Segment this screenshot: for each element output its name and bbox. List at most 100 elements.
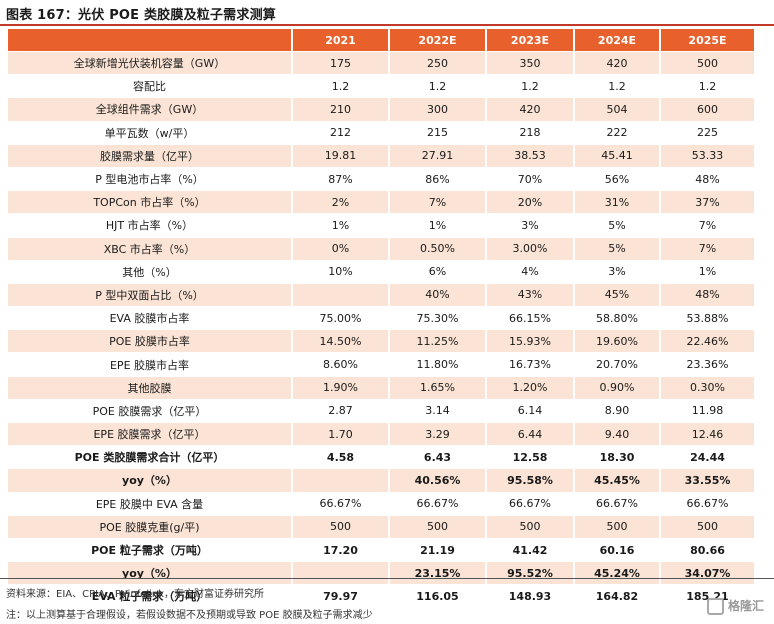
table-cell bbox=[293, 282, 390, 307]
table-cell: 164.82 bbox=[575, 584, 661, 608]
table-cell: 40% bbox=[390, 282, 487, 307]
table-cell: 33.55% bbox=[661, 468, 756, 492]
row-label: 全球新增光伏装机容量（GW） bbox=[8, 51, 293, 75]
table-cell: 60.16 bbox=[575, 537, 661, 562]
header-cell: 2025E bbox=[661, 29, 756, 51]
table-cell: 95.58% bbox=[487, 468, 575, 492]
table-cell: 66.67% bbox=[390, 491, 487, 515]
table-header-row: 2021 2022E 2023E 2024E 2025E bbox=[8, 29, 756, 51]
table-row: XBC 市占率（%） 0% 0.50% 3.00% 5% 7% bbox=[8, 236, 756, 260]
table-cell: 1.2 bbox=[575, 74, 661, 98]
table-cell: 0.90% bbox=[575, 375, 661, 399]
table-cell: 23.15% bbox=[390, 561, 487, 585]
table-cell: 12.58 bbox=[487, 445, 575, 469]
table-cell: 7% bbox=[661, 213, 756, 237]
table-cell: 53.33 bbox=[661, 143, 756, 167]
table-cell: 0% bbox=[293, 236, 390, 260]
table-cell: 4.58 bbox=[293, 445, 390, 469]
table-cell: 12.46 bbox=[661, 422, 756, 446]
row-label: POE 类胶膜需求合计（亿平） bbox=[8, 445, 293, 469]
table-row: 全球组件需求（GW） 210 300 420 504 600 bbox=[8, 97, 756, 121]
table-row: 全球新增光伏装机容量（GW） 175 250 350 420 500 bbox=[8, 51, 756, 75]
table-cell: 66.67% bbox=[487, 491, 575, 515]
table-cell: 66.67% bbox=[575, 491, 661, 515]
table-body: 全球新增光伏装机容量（GW） 175 250 350 420 500 容配比 1.2 1.2 1.… bbox=[8, 51, 756, 608]
table-cell: 1.70 bbox=[293, 422, 390, 446]
row-label: TOPCon 市占率（%） bbox=[8, 190, 293, 214]
table-cell: 38.53 bbox=[487, 143, 575, 167]
table-cell: 70% bbox=[487, 166, 575, 191]
row-label: HJT 市占率（%） bbox=[8, 213, 293, 237]
table-cell: 350 bbox=[487, 51, 575, 75]
table-row: HJT 市占率（%） 1% 1% 3% 5% 7% bbox=[8, 213, 756, 237]
table-row: EPE 胶膜需求（亿平） 1.70 3.29 6.44 9.40 12.46 bbox=[8, 422, 756, 446]
table-row: EPE 胶膜中 EVA 含量 66.67% 66.67% 66.67% 66.67% 66… bbox=[8, 491, 756, 515]
table-row: yoy（%） 23.15% 95.52% 45.24% 34.07% bbox=[8, 561, 756, 585]
table-cell: 45.45% bbox=[575, 468, 661, 492]
row-label: XBC 市占率（%） bbox=[8, 236, 293, 260]
table-row: EVA 粒子需求（万吨） 79.97 116.05 148.93 164.82 185.2… bbox=[8, 584, 756, 608]
table-row: POE 胶膜需求（亿平） 2.87 3.14 6.14 8.90 11.98 bbox=[8, 398, 756, 422]
row-label: EVA 胶膜市占率 bbox=[8, 306, 293, 330]
logo-icon bbox=[706, 598, 724, 615]
table-cell: 210 bbox=[293, 97, 390, 121]
table-row: P 型电池市占率（%） 87% 86% 70% 56% 48% bbox=[8, 166, 756, 191]
row-label: P 型中双面占比（%） bbox=[8, 282, 293, 307]
table-row: yoy（%） 40.56% 95.58% 45.45% 33.55% bbox=[8, 468, 756, 492]
table-cell: 48% bbox=[661, 166, 756, 191]
table-cell: 420 bbox=[487, 97, 575, 121]
table-cell: 48% bbox=[661, 282, 756, 307]
table-cell: 175 bbox=[293, 51, 390, 75]
table-row: POE 类胶膜需求合计（亿平） 4.58 6.43 12.58 18.30 24.44 bbox=[8, 445, 756, 469]
table-cell: 215 bbox=[390, 120, 487, 144]
table-cell: 1% bbox=[661, 259, 756, 283]
table-cell: 3.00% bbox=[487, 236, 575, 260]
row-label: EPE 胶膜需求（亿平） bbox=[8, 422, 293, 446]
table-cell: 500 bbox=[661, 51, 756, 75]
table-cell: 504 bbox=[575, 97, 661, 121]
table-cell: 8.60% bbox=[293, 352, 390, 376]
table-cell: 2% bbox=[293, 190, 390, 214]
table-cell: 11.80% bbox=[390, 352, 487, 376]
table-cell: 86% bbox=[390, 166, 487, 191]
table-row: POE 粒子需求（万吨） 17.20 21.19 41.42 60.16 80.66 bbox=[8, 537, 756, 562]
table-cell: 24.44 bbox=[661, 445, 756, 469]
table-row: EPE 胶膜市占率 8.60% 11.80% 16.73% 20.70% 23.36% bbox=[8, 352, 756, 376]
source-note: 资料来源：EIA、CPIA、PVinfolink，东方财富证券研究所 bbox=[6, 589, 265, 600]
table-cell bbox=[293, 468, 390, 492]
watermark-logo: 格隆汇 bbox=[706, 597, 764, 615]
row-label: EVA 粒子需求（万吨） bbox=[8, 584, 293, 608]
table-cell: 8.90 bbox=[575, 398, 661, 422]
table-cell: 56% bbox=[575, 166, 661, 191]
row-label: 其他胶膜 bbox=[8, 375, 293, 399]
table-cell: 600 bbox=[661, 97, 756, 121]
table-cell: 500 bbox=[487, 514, 575, 538]
table-cell: 222 bbox=[575, 120, 661, 144]
row-label: POE 胶膜需求（亿平） bbox=[8, 398, 293, 422]
table-cell: 1.2 bbox=[390, 74, 487, 98]
table-cell: 1.65% bbox=[390, 375, 487, 399]
table-cell: 31% bbox=[575, 190, 661, 214]
table-cell: 3% bbox=[575, 259, 661, 283]
table-cell: 43% bbox=[487, 282, 575, 307]
table-cell: 40.56% bbox=[390, 468, 487, 492]
table-cell: 75.00% bbox=[293, 306, 390, 330]
table-cell: 1.20% bbox=[487, 375, 575, 399]
table-cell: 500 bbox=[661, 514, 756, 538]
table-cell: 420 bbox=[575, 51, 661, 75]
table-cell: 1.2 bbox=[661, 74, 756, 98]
table-cell: 3% bbox=[487, 213, 575, 237]
table-cell: 22.46% bbox=[661, 329, 756, 353]
table-row: EVA 胶膜市占率 75.00% 75.30% 66.15% 58.80% 53.88% bbox=[8, 306, 756, 330]
table-cell: 11.25% bbox=[390, 329, 487, 353]
header-cell: 2024E bbox=[575, 29, 661, 51]
row-label: 全球组件需求（GW） bbox=[8, 97, 293, 121]
demand-table: 2021 2022E 2023E 2024E 2025E 全球新增光伏装机容量（… bbox=[8, 29, 756, 608]
header-cell: 2021 bbox=[293, 29, 390, 51]
table-cell: 1.2 bbox=[293, 74, 390, 98]
table-cell: 10% bbox=[293, 259, 390, 283]
row-label: P 型电池市占率（%） bbox=[8, 166, 293, 191]
table-cell: 75.30% bbox=[390, 306, 487, 330]
table-cell: 3.29 bbox=[390, 422, 487, 446]
table-row: 胶膜需求量（亿平） 19.81 27.91 38.53 45.41 53.33 bbox=[8, 143, 756, 167]
